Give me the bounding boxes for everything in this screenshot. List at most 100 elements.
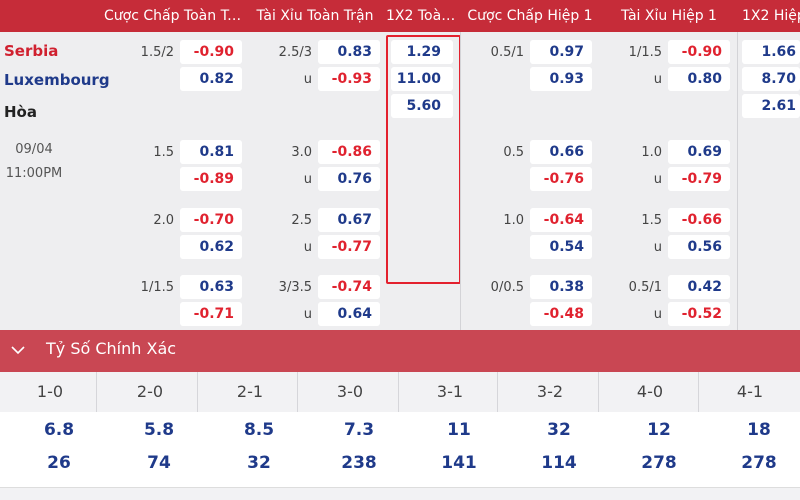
score-label: 1-0: [36, 382, 64, 401]
odds-cell[interactable]: 0.76: [318, 167, 380, 191]
odds-cell[interactable]: 1.66: [742, 40, 800, 64]
score-label: 2-0: [136, 382, 164, 401]
col-header-ou-ft[interactable]: Tài Xỉu Toàn Trận: [256, 8, 374, 24]
odds-table: Serbia Luxembourg Hòa 09/04 11:00PM 1.5/…: [0, 32, 800, 330]
score-price-home[interactable]: 18: [747, 420, 771, 440]
ou-line: 2.5: [291, 213, 312, 228]
score-label: 3-1: [436, 382, 464, 401]
col-header-hdp-h1[interactable]: Cược Chấp Hiệp 1: [467, 8, 593, 24]
score-price-away[interactable]: 278: [741, 453, 777, 473]
odds-cell[interactable]: -0.79: [668, 167, 730, 191]
hdp-line: 1/1.5: [140, 280, 174, 295]
score-label: 4-0: [636, 382, 664, 401]
ou-line: 1.0: [641, 145, 662, 160]
team-away[interactable]: Luxembourg: [4, 71, 110, 89]
odds-cell[interactable]: 0.38: [530, 275, 592, 299]
odds-cell[interactable]: -0.74: [318, 275, 380, 299]
score-prices: 6.8 5.8 8.5 7.3 11 32 12 18 26 74 32 238…: [0, 412, 800, 487]
ou-line: 2.5/3: [278, 45, 312, 60]
col-header-1x2-h1[interactable]: 1X2 Hiệp 1: [742, 8, 800, 24]
odds-cell[interactable]: 0.54: [530, 235, 592, 259]
correct-score-title: Tỷ Số Chính Xác: [46, 339, 177, 358]
under-label: u: [303, 172, 312, 187]
odds-cell[interactable]: -0.52: [668, 302, 730, 326]
column-divider: [398, 372, 399, 412]
odds-cell[interactable]: 0.81: [180, 140, 242, 164]
odds-cell[interactable]: 0.83: [318, 40, 380, 64]
odds-cell[interactable]: -0.70: [180, 208, 242, 232]
odds-cell[interactable]: 0.63: [180, 275, 242, 299]
odds-cell[interactable]: 0.67: [318, 208, 380, 232]
odds-cell[interactable]: 0.66: [530, 140, 592, 164]
odds-cell[interactable]: -0.76: [530, 167, 592, 191]
chevron-down-icon[interactable]: [8, 340, 28, 360]
odds-cell[interactable]: 0.62: [180, 235, 242, 259]
score-price-away[interactable]: 26: [47, 453, 71, 473]
score-price-home[interactable]: 32: [547, 420, 571, 440]
score-label: 3-2: [536, 382, 564, 401]
score-price-away[interactable]: 32: [247, 453, 271, 473]
odds-cell[interactable]: 0.93: [530, 67, 592, 91]
column-divider: [96, 372, 97, 412]
hdp-line: 1.5/2: [140, 45, 174, 60]
odds-cell[interactable]: 8.70: [742, 67, 800, 91]
odds-cell[interactable]: 0.56: [668, 235, 730, 259]
score-price-home[interactable]: 5.8: [143, 420, 175, 440]
odds-cell[interactable]: 0.42: [668, 275, 730, 299]
column-divider: [698, 372, 699, 412]
under-label: u: [303, 240, 312, 255]
score-labels-row: 1-0 2-0 2-1 3-0 3-1 3-2 4-0 4-1: [0, 372, 800, 412]
score-price-home[interactable]: 12: [647, 420, 671, 440]
hdp-line: 0.5/1: [490, 45, 524, 60]
odds-cell[interactable]: 0.97: [530, 40, 592, 64]
odds-cell[interactable]: 5.60: [391, 94, 453, 118]
odds-cell[interactable]: -0.71: [180, 302, 242, 326]
score-price-away[interactable]: 238: [341, 453, 377, 473]
column-divider: [460, 32, 461, 330]
score-label: 3-0: [336, 382, 364, 401]
under-label: u: [653, 307, 662, 322]
ou-line: 3.0: [291, 145, 312, 160]
odds-cell[interactable]: 0.82: [180, 67, 242, 91]
hdp-line: 1.0: [503, 213, 524, 228]
odds-cell[interactable]: 0.80: [668, 67, 730, 91]
under-label: u: [303, 307, 312, 322]
hdp-line: 0/0.5: [490, 280, 524, 295]
col-header-hdp-ft[interactable]: Cược Chấp Toàn Trận: [104, 8, 246, 24]
score-label: 2-1: [236, 382, 264, 401]
odds-cell[interactable]: 1.29: [391, 40, 453, 64]
odds-cell[interactable]: -0.66: [668, 208, 730, 232]
odds-cell[interactable]: 0.69: [668, 140, 730, 164]
score-price-away[interactable]: 74: [147, 453, 171, 473]
ou-line: 1/1.5: [628, 45, 662, 60]
odds-header: Cược Chấp Toàn Trận Tài Xỉu Toàn Trận 1X…: [0, 0, 800, 32]
odds-cell[interactable]: -0.64: [530, 208, 592, 232]
correct-score-header[interactable]: Tỷ Số Chính Xác: [0, 330, 800, 372]
odds-cell[interactable]: -0.89: [180, 167, 242, 191]
col-header-ou-h1[interactable]: Tài Xỉu Hiệp 1: [621, 8, 717, 24]
odds-cell[interactable]: -0.90: [180, 40, 242, 64]
team-home[interactable]: Serbia: [4, 42, 59, 60]
odds-cell[interactable]: -0.86: [318, 140, 380, 164]
hdp-line: 0.5: [503, 145, 524, 160]
score-price-home[interactable]: 8.5: [243, 420, 275, 440]
odds-cell[interactable]: 11.00: [391, 67, 453, 91]
odds-cell[interactable]: -0.90: [668, 40, 730, 64]
score-price-away[interactable]: 141: [441, 453, 477, 473]
score-price-home[interactable]: 11: [447, 420, 471, 440]
match-time: 11:00PM: [5, 166, 63, 181]
column-divider: [598, 372, 599, 412]
odds-cell[interactable]: -0.77: [318, 235, 380, 259]
score-price-home[interactable]: 6.8: [43, 420, 75, 440]
score-price-home[interactable]: 7.3: [343, 420, 375, 440]
score-price-away[interactable]: 114: [541, 453, 577, 473]
odds-cell[interactable]: 0.64: [318, 302, 380, 326]
odds-cell[interactable]: 2.61: [742, 94, 800, 118]
odds-cell[interactable]: -0.93: [318, 67, 380, 91]
odds-cell[interactable]: -0.48: [530, 302, 592, 326]
col-header-1x2-ft[interactable]: 1X2 Toàn Trận: [386, 8, 458, 24]
score-price-away[interactable]: 278: [641, 453, 677, 473]
team-draw: Hòa: [4, 103, 37, 121]
under-label: u: [653, 240, 662, 255]
under-label: u: [653, 172, 662, 187]
